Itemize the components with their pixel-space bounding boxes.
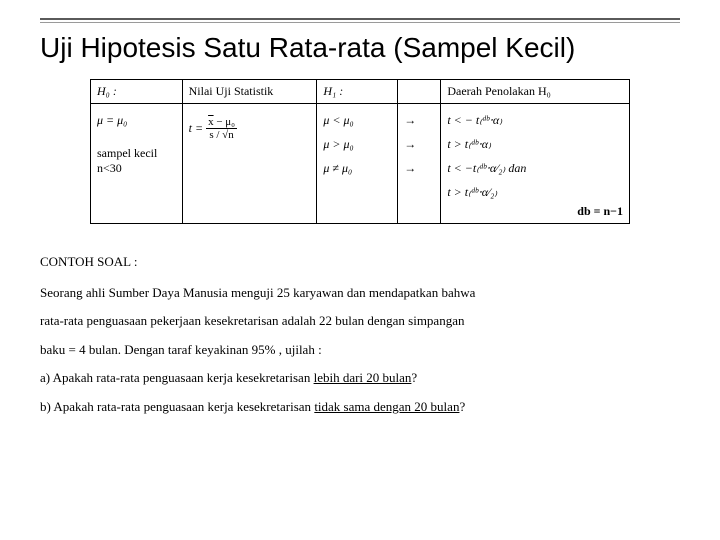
table-body-row: μ = μ₀ sampel kecil n<30 t = x − μ₀ s / … [91,104,630,224]
table-header-row: H₀ : Nilai Uji Statistik H₁ : Daerah Pen… [91,80,630,104]
cell-stat: t = x − μ₀ s / √n [182,104,317,224]
cell-h0: μ = μ₀ sampel kecil n<30 [91,104,183,224]
th-h0: H₀ : [91,80,183,104]
example-line-2: rata-rata penguasaan pekerjaan kesekreta… [40,307,680,336]
test-stat-fraction: x − μ₀ s / √n [206,116,237,141]
example-question-b: b) Apakah rata-rata penguasaan kerja kes… [40,393,680,422]
top-rule-inner [40,22,680,24]
hypothesis-table: H₀ : Nilai Uji Statistik H₁ : Daerah Pen… [90,79,630,224]
cell-h1: μ < μ₀ μ > μ₀ μ ≠ μ₀ [317,104,398,224]
cell-arrows: → → → [398,104,441,224]
example-line-3: baku = 4 bulan. Dengan taraf keyakinan 9… [40,336,680,365]
example-section: CONTOH SOAL : Seorang ahli Sumber Daya M… [40,248,680,422]
top-rule-outer [40,18,680,21]
example-label: CONTOH SOAL : [40,248,680,277]
th-reject: Daerah Penolakan H₀ [441,80,630,104]
example-question-a: a) Apakah rata-rata penguasaan kerja kes… [40,364,680,393]
th-arrow [398,80,441,104]
th-stat: Nilai Uji Statistik [182,80,317,104]
cell-reject: t < − t₍ᵈᵇ⋅α₎ t > t₍ᵈᵇ⋅α₎ t < −t₍ᵈᵇ⋅α⁄₂₎… [441,104,630,224]
th-h1: H₁ : [317,80,398,104]
example-line-1: Seorang ahli Sumber Daya Manusia menguji… [40,279,680,308]
page-title: Uji Hipotesis Satu Rata-rata (Sampel Kec… [40,30,680,65]
